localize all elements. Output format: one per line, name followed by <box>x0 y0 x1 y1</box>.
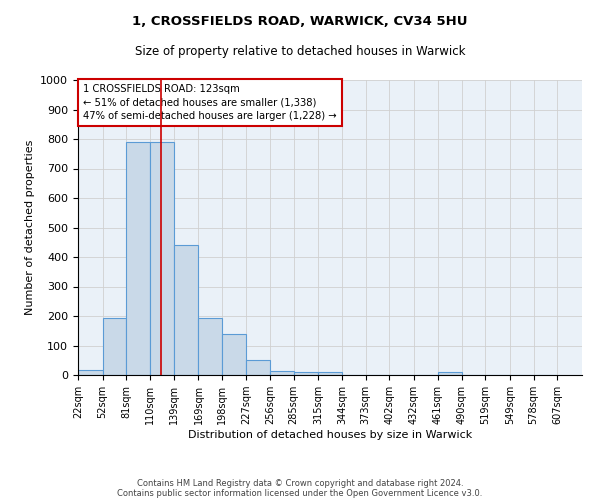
Y-axis label: Number of detached properties: Number of detached properties <box>25 140 35 315</box>
Text: 1, CROSSFIELDS ROAD, WARWICK, CV34 5HU: 1, CROSSFIELDS ROAD, WARWICK, CV34 5HU <box>132 15 468 28</box>
Text: Size of property relative to detached houses in Warwick: Size of property relative to detached ho… <box>135 45 465 58</box>
X-axis label: Distribution of detached houses by size in Warwick: Distribution of detached houses by size … <box>188 430 472 440</box>
Bar <box>270 370 293 375</box>
Bar <box>293 372 318 375</box>
Bar <box>199 318 222 375</box>
Text: Contains public sector information licensed under the Open Government Licence v3: Contains public sector information licen… <box>118 488 482 498</box>
Bar <box>103 318 127 375</box>
Bar <box>222 334 246 375</box>
Text: 1 CROSSFIELDS ROAD: 123sqm
← 51% of detached houses are smaller (1,338)
47% of s: 1 CROSSFIELDS ROAD: 123sqm ← 51% of deta… <box>83 84 337 121</box>
Text: Contains HM Land Registry data © Crown copyright and database right 2024.: Contains HM Land Registry data © Crown c… <box>137 478 463 488</box>
Bar <box>438 372 461 375</box>
Bar <box>318 372 342 375</box>
Bar <box>127 142 150 375</box>
Bar <box>174 245 199 375</box>
Bar <box>246 360 270 375</box>
Bar <box>78 370 103 375</box>
Bar <box>150 142 174 375</box>
